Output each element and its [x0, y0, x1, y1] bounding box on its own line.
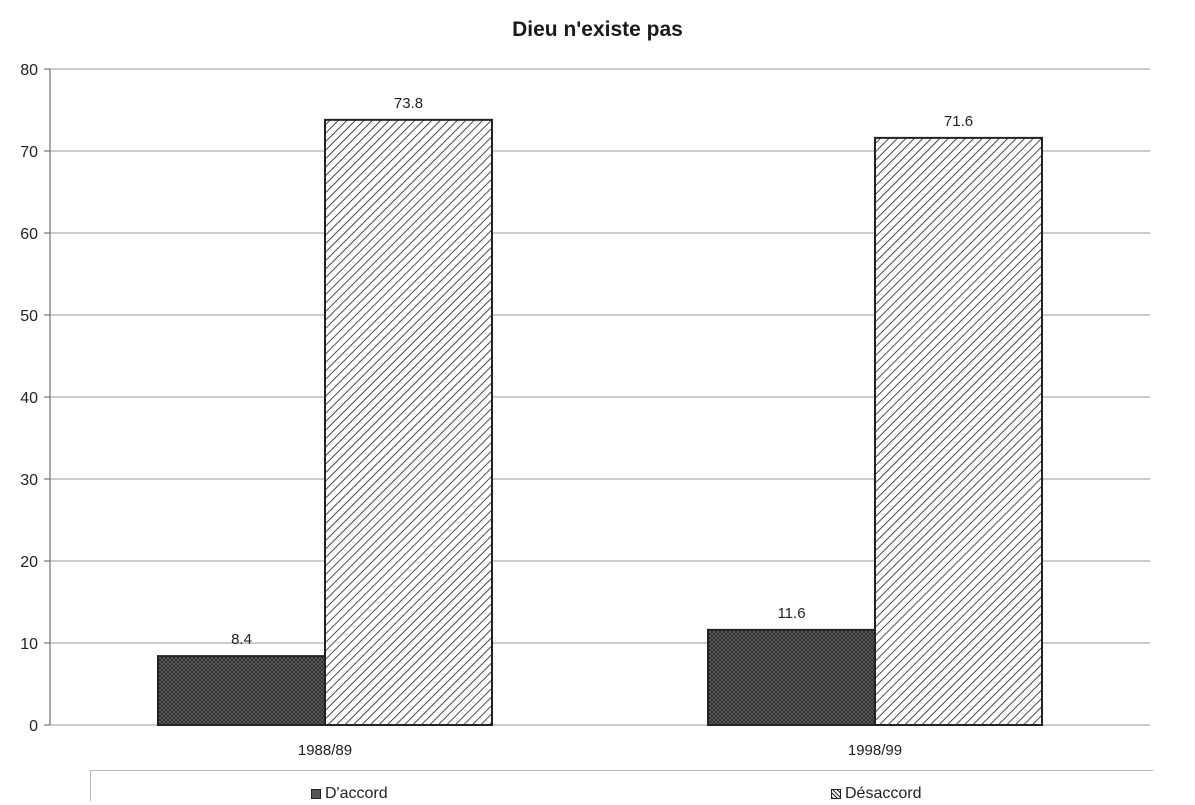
- data-label: 73.8: [394, 95, 423, 112]
- y-tick-label: 40: [20, 390, 38, 407]
- legend-swatch-diagonal: [831, 789, 841, 799]
- legend-item-d-accord: D'accord: [311, 785, 388, 803]
- data-label: 71.6: [944, 113, 973, 130]
- data-label: 11.6: [777, 605, 805, 622]
- y-tick-label: 80: [20, 62, 38, 79]
- y-tick-label: 10: [20, 636, 38, 653]
- bar: [324, 118, 493, 726]
- bar: [707, 628, 876, 727]
- bar: [874, 136, 1043, 726]
- y-tick-label: 0: [29, 718, 38, 735]
- legend: D'accord Désaccord: [90, 770, 1153, 803]
- y-tick-label: 60: [20, 226, 38, 243]
- bar: [157, 655, 326, 726]
- y-tick-label: 50: [20, 308, 38, 325]
- legend-item-desaccord: Désaccord: [831, 785, 921, 803]
- y-tick-label: 20: [20, 554, 38, 571]
- x-tick-label: 1998/99: [848, 742, 902, 759]
- y-tick-label: 70: [20, 144, 38, 161]
- y-tick-label: 30: [20, 472, 38, 489]
- x-tick-label: 1988/89: [298, 742, 352, 759]
- legend-swatch-crosshatch: [311, 789, 321, 799]
- legend-label: Désaccord: [845, 785, 922, 802]
- legend-label: D'accord: [325, 785, 388, 802]
- chart-title: Dieu n'existe pas: [512, 18, 683, 41]
- data-label: 8.4: [231, 631, 252, 648]
